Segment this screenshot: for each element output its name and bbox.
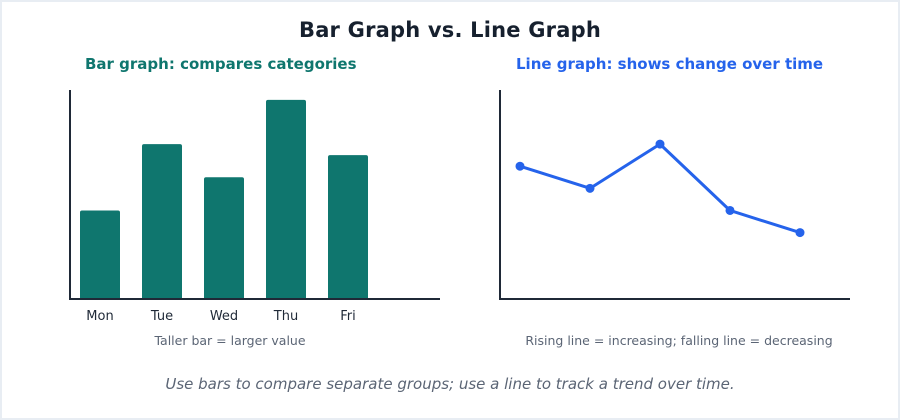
- line-point-5: [795, 228, 805, 238]
- bar-tue: [142, 144, 182, 300]
- bar-wed: [204, 177, 244, 300]
- line-point-4: [725, 205, 735, 215]
- bar-chart-title: Bar graph: compares categories: [85, 55, 357, 73]
- bar-tick-label: Fri: [340, 309, 356, 324]
- line-chart-caption: Rising line = increasing; falling line =…: [525, 333, 833, 348]
- line-point-3: [655, 139, 665, 149]
- bar-chart-caption: Taller bar = larger value: [154, 333, 306, 348]
- bar-tick-label: Mon: [86, 309, 113, 324]
- figure-title: Bar Graph vs. Line Graph: [298, 18, 601, 42]
- bar-fri: [328, 155, 368, 300]
- bar-thu: [266, 99, 306, 300]
- trend-line: [518, 142, 802, 235]
- line-point-1: [515, 161, 525, 171]
- line-chart-title: Line graph: shows change over time: [516, 55, 824, 73]
- bar-mon: [80, 210, 120, 300]
- bar-tick-label: Thu: [273, 309, 298, 324]
- line-point-2: [585, 183, 595, 193]
- bar-tick-label: Wed: [210, 309, 238, 324]
- bar-tick-label: Tue: [150, 309, 173, 324]
- footer-note: Use bars to compare separate groups; use…: [165, 375, 735, 393]
